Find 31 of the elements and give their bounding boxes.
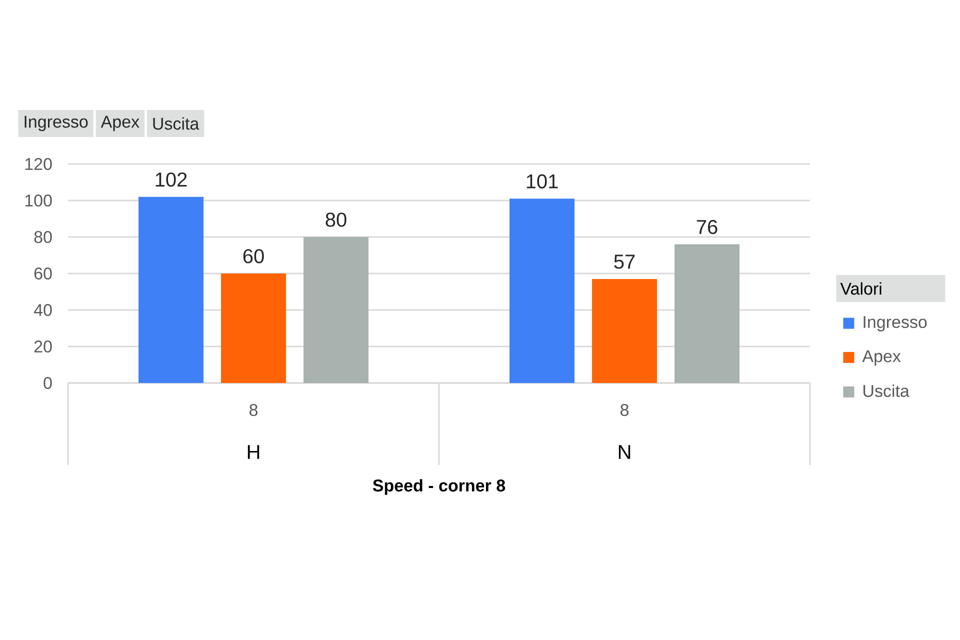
y-tick-label: 80 [34,230,52,244]
bar [221,273,286,383]
bar [138,196,204,383]
data-label: 80 [326,212,346,227]
data-label: 57 [614,254,635,269]
text: Ingresso [24,116,88,132]
bar [674,244,740,383]
y-tick-label: 0 [44,376,52,390]
y-tick-label: 20 [34,340,52,353]
y-tick-label: 60 [34,267,52,280]
legend-label: Uscita [864,384,910,398]
x-tick-label: 8 [620,404,628,416]
y-tick-label: 100 [25,194,52,207]
text: N [618,445,630,459]
text: Uscita [153,117,200,130]
y-tick-label: 120 [25,158,52,170]
y-tick-label: 40 [34,304,52,316]
text: H [248,445,260,459]
data-label: 76 [696,220,718,234]
data-label: 60 [243,249,264,264]
legend-label: Apex [862,350,901,366]
bar [304,236,369,383]
x-tick-label: 8 [250,404,258,416]
legend-label: Ingresso [864,316,927,332]
data-label: 101 [526,174,558,188]
bar [592,278,658,383]
legend-title: Valori [840,282,882,295]
bar [510,198,575,383]
text: Apex [100,116,140,132]
x-axis-title: Speed - corner 8 [372,479,506,495]
data-label: 102 [156,172,187,187]
